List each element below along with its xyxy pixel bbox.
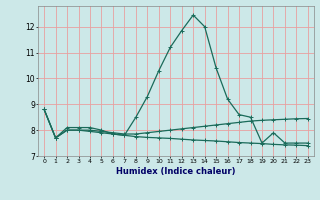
X-axis label: Humidex (Indice chaleur): Humidex (Indice chaleur) — [116, 167, 236, 176]
